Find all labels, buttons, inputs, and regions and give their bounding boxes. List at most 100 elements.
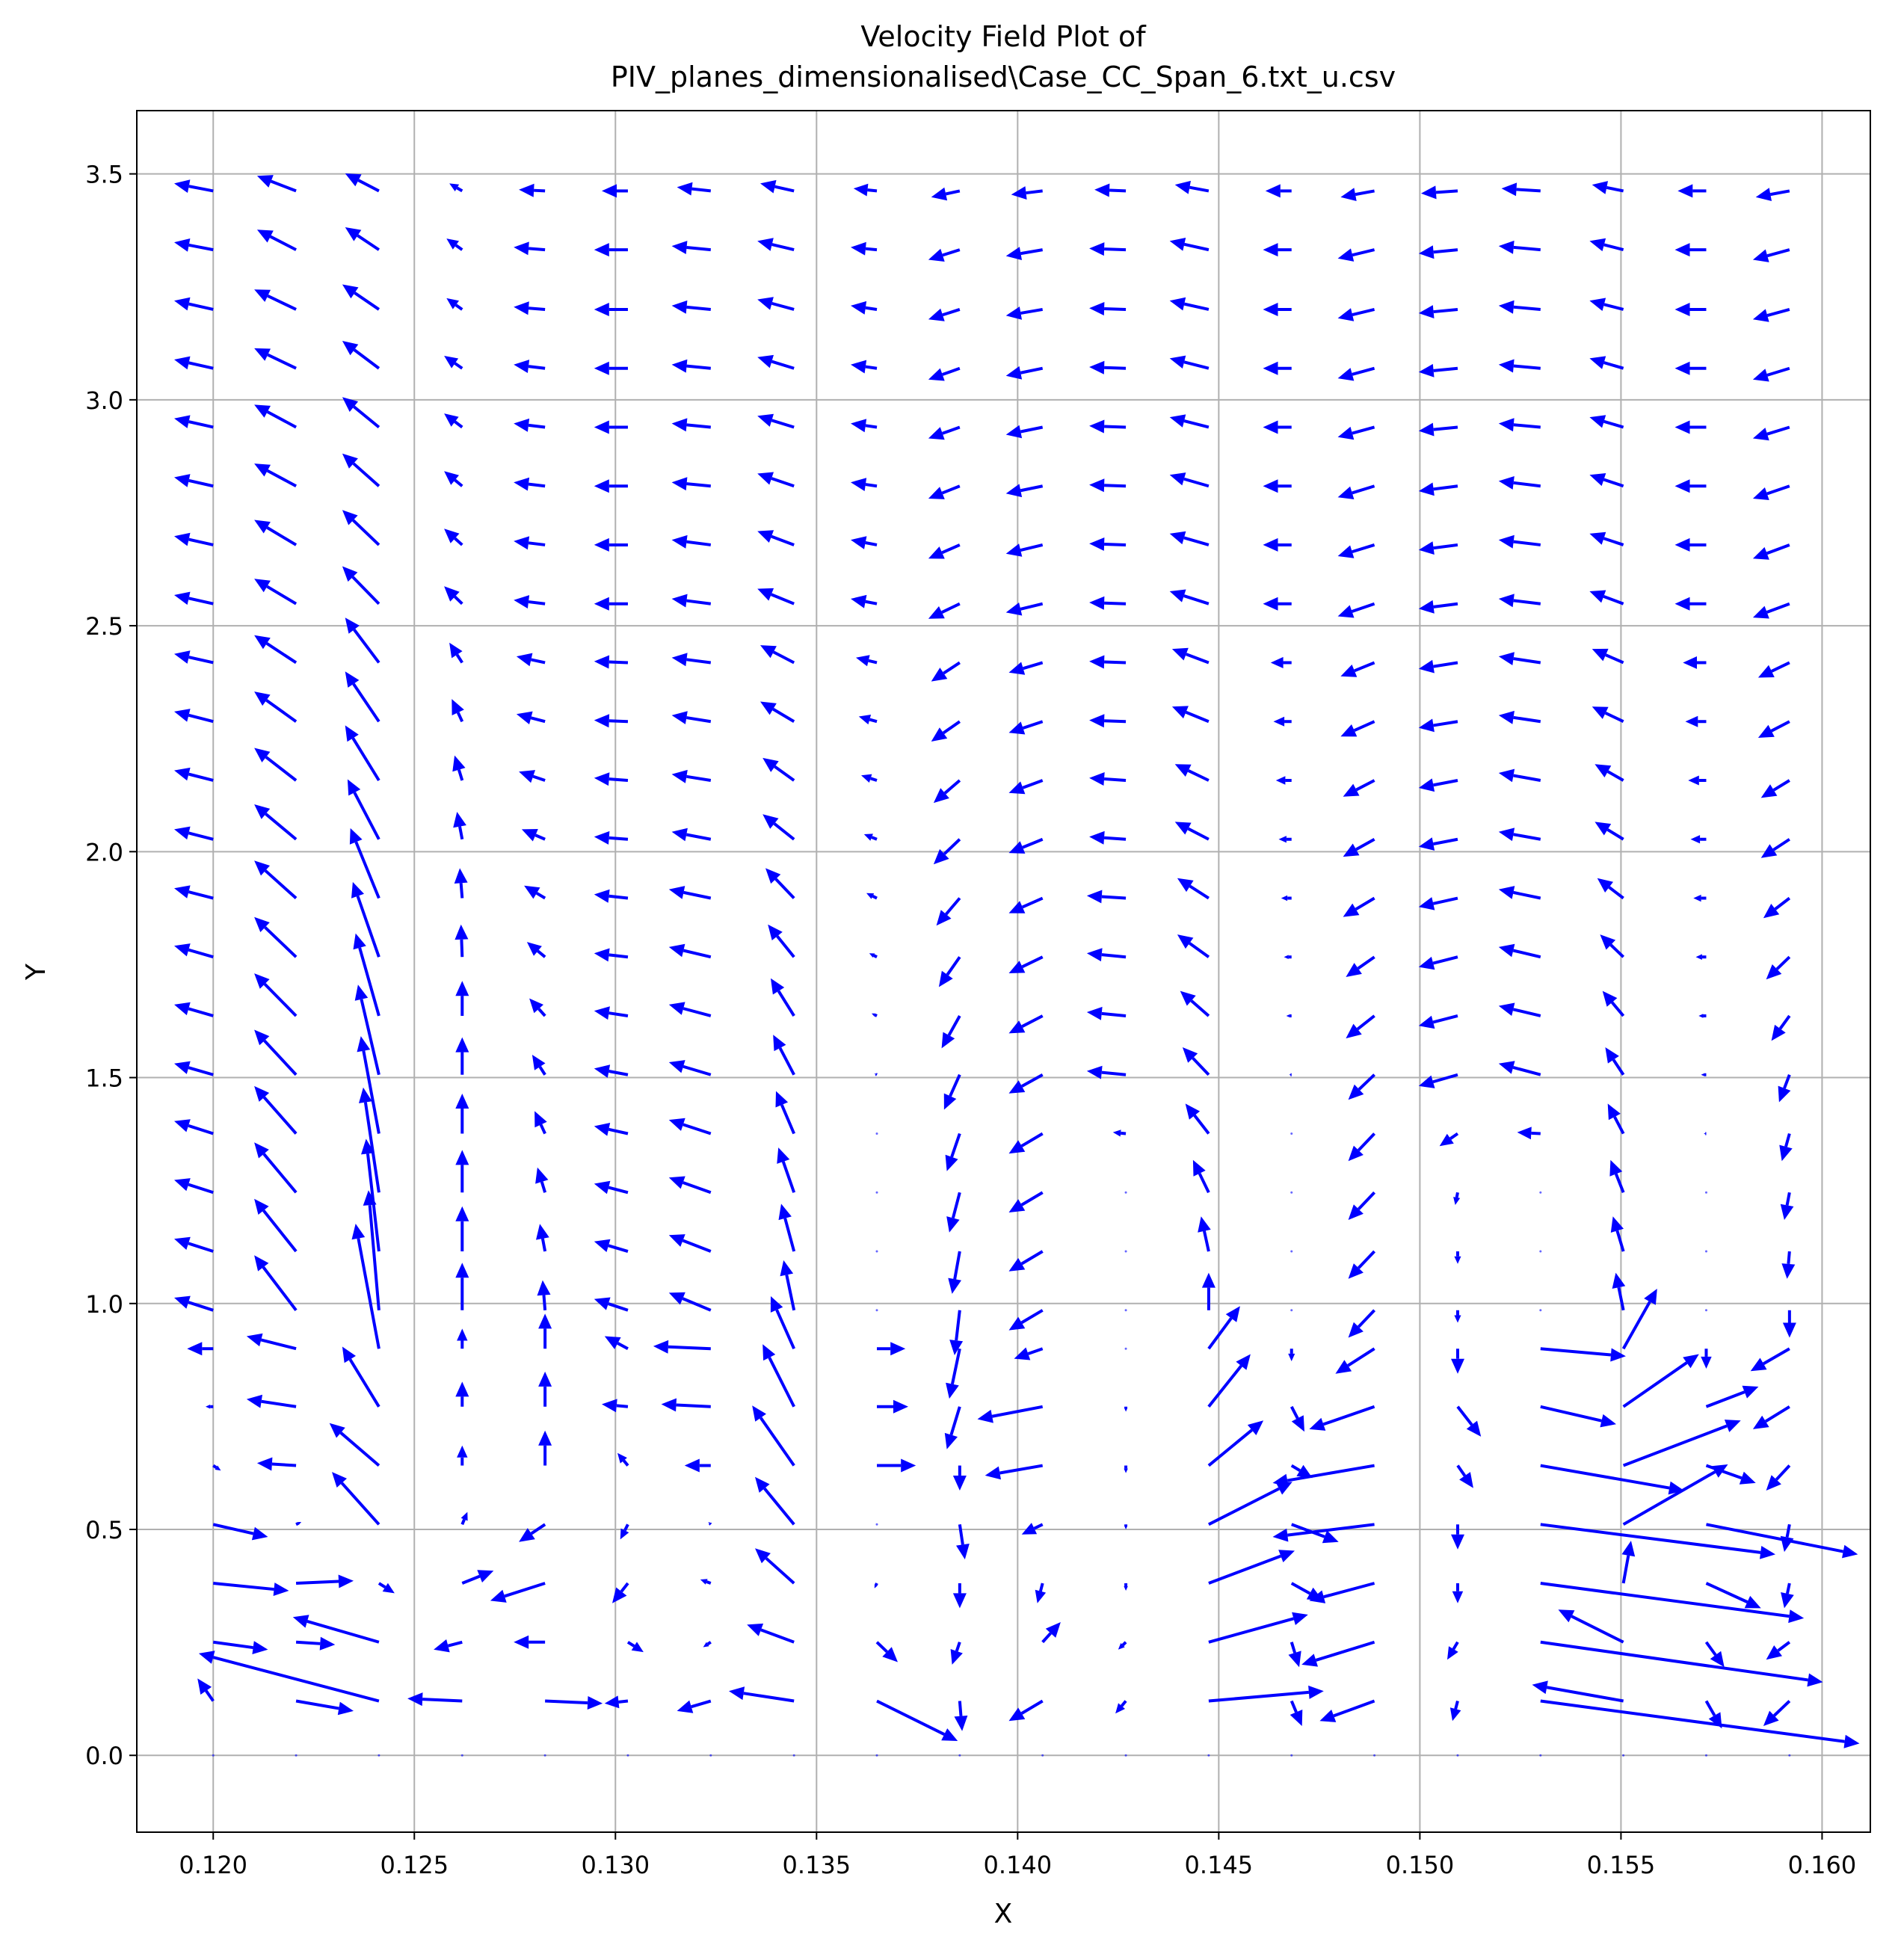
vector-arrow-229 — [933, 838, 961, 865]
vector-arrow-101 — [254, 463, 298, 488]
vector-arrow-471 — [1124, 1465, 1128, 1473]
vector-arrow-396 — [1539, 1309, 1542, 1312]
vector-arrow-271 — [1086, 948, 1127, 962]
vector-arrow-507 — [755, 1548, 795, 1585]
vector-arrow-165 — [594, 655, 629, 669]
vector-arrow-487 — [755, 1476, 795, 1526]
vector-arrow-26 — [671, 241, 711, 254]
vector-arrow-529 — [950, 1642, 963, 1665]
vector-arrow-295 — [1418, 1014, 1458, 1029]
vector-arrow-509 — [952, 1583, 967, 1609]
vector-arrow-185 — [594, 714, 629, 728]
vector-arrow-350 — [1008, 1191, 1044, 1212]
y-tick-label-4: 2.0 — [85, 838, 123, 866]
vector-arrow-127 — [757, 530, 795, 546]
vector-arrow-119 — [1752, 484, 1790, 500]
vector-arrow-518 — [1705, 1582, 1761, 1609]
vector-arrow-279 — [1766, 955, 1791, 980]
vector-arrow-138 — [1674, 537, 1707, 552]
vector-arrow-260 — [174, 943, 214, 959]
vector-arrow-110 — [1005, 484, 1044, 498]
vector-arrow-219 — [1760, 779, 1790, 798]
vector-arrow-365 — [594, 1239, 629, 1253]
vector-arrow-37 — [1589, 238, 1624, 252]
vector-arrow-4 — [519, 183, 546, 197]
vector-arrow-469 — [952, 1465, 967, 1491]
vector-arrow-344 — [535, 1167, 549, 1193]
vector-arrow-181 — [254, 691, 298, 723]
vector-arrow-517 — [1621, 1541, 1636, 1584]
vector-arrow-296 — [1498, 1002, 1541, 1017]
vector-arrow-97 — [1589, 415, 1624, 429]
vector-arrow-68 — [851, 360, 878, 374]
vector-arrow-76 — [1498, 359, 1541, 373]
vector-arrow-24 — [514, 241, 546, 256]
vector-arrow-81 — [254, 404, 298, 429]
vector-arrow-460 — [212, 1464, 221, 1471]
vector-arrow-459 — [1752, 1405, 1790, 1429]
vector-arrow-423 — [457, 1328, 468, 1349]
vector-arrow-166 — [671, 653, 712, 667]
vector-arrow-502 — [378, 1582, 395, 1594]
vector-arrow-345 — [594, 1180, 629, 1195]
vector-arrow-19 — [1755, 188, 1790, 201]
vector-arrow-317 — [1605, 1047, 1625, 1076]
vector-arrow-91 — [1089, 419, 1127, 434]
vector-arrow-155 — [1418, 600, 1458, 614]
vector-arrow-291 — [1086, 1006, 1127, 1020]
vector-arrow-522 — [292, 1615, 380, 1644]
vector-arrow-257 — [1597, 878, 1624, 900]
vector-arrow-467 — [752, 1405, 795, 1467]
vector-arrow-262 — [351, 881, 380, 958]
vector-arrow-536 — [1540, 1640, 1823, 1687]
vector-arrow-429 — [946, 1348, 961, 1399]
vector-arrow-333 — [1290, 1132, 1293, 1135]
vector-arrow-83 — [444, 413, 463, 429]
vector-arrow-118 — [1674, 479, 1707, 493]
vector-arrow-90 — [1005, 425, 1044, 439]
vector-arrow-193 — [1273, 716, 1292, 727]
vector-arrow-47 — [757, 297, 795, 311]
vector-arrow-254 — [1343, 896, 1375, 917]
vector-arrow-537 — [1558, 1609, 1624, 1644]
vector-arrow-315 — [1418, 1073, 1458, 1088]
vector-field — [174, 173, 1860, 1757]
vector-arrow-95 — [1418, 422, 1458, 437]
vector-arrow-52 — [1169, 297, 1210, 311]
vector-arrow-16 — [1501, 182, 1541, 197]
vector-arrow-489 — [956, 1524, 970, 1560]
vector-arrow-329 — [945, 1132, 961, 1171]
vector-arrow-461 — [256, 1457, 297, 1471]
vector-arrow-72 — [1169, 355, 1210, 370]
vector-arrow-160 — [174, 650, 214, 665]
vector-arrow-282 — [353, 933, 380, 1017]
vector-arrow-353 — [1290, 1191, 1293, 1194]
vector-arrow-180 — [174, 709, 214, 724]
vector-arrow-130 — [1005, 543, 1044, 557]
vector-arrow-278 — [1695, 954, 1707, 960]
vector-arrow-28 — [851, 241, 878, 256]
vector-arrow-50 — [1005, 306, 1044, 320]
vector-arrow-380 — [174, 1295, 214, 1312]
vector-arrow-129 — [928, 543, 961, 559]
vector-arrow-431 — [1124, 1347, 1127, 1350]
vector-arrow-259 — [1763, 896, 1791, 919]
vector-arrow-188 — [858, 715, 878, 725]
vector-arrow-519 — [1781, 1583, 1794, 1609]
vector-arrow-554 — [1319, 1699, 1375, 1722]
vector-arrow-210 — [1008, 779, 1044, 795]
vector-arrow-334 — [1348, 1132, 1376, 1162]
vector-arrow-176 — [1498, 652, 1541, 665]
vector-arrow-60 — [174, 356, 214, 370]
vector-arrow-538 — [1704, 1641, 1725, 1668]
vector-arrow-470 — [985, 1464, 1044, 1480]
vector-arrow-337 — [1607, 1103, 1625, 1135]
vector-arrow-253 — [1281, 895, 1292, 902]
vector-arrow-348 — [875, 1191, 878, 1194]
vector-arrow-473 — [1290, 1464, 1313, 1479]
vector-arrow-403 — [460, 1754, 463, 1757]
vector-arrow-528 — [875, 1641, 898, 1662]
vector-arrow-208 — [861, 774, 878, 783]
vector-arrow-161 — [254, 635, 298, 665]
vector-arrow-104 — [514, 477, 546, 491]
